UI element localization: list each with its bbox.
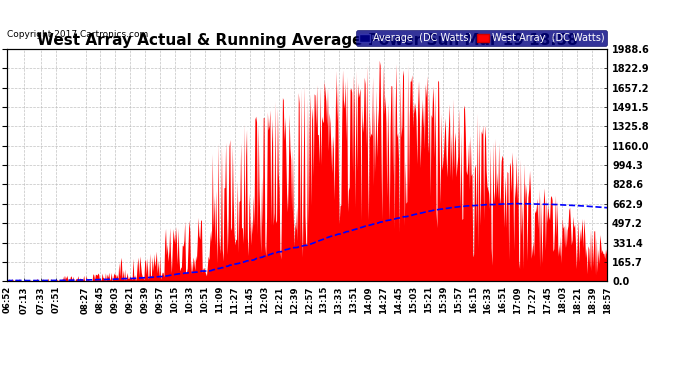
- Text: Copyright 2017 Cartronics.com: Copyright 2017 Cartronics.com: [7, 30, 148, 39]
- Title: West Array Actual & Running Average Power Sun Mar 19 18:58: West Array Actual & Running Average Powe…: [37, 33, 578, 48]
- Legend: Average  (DC Watts), West Array  (DC Watts): Average (DC Watts), West Array (DC Watts…: [355, 30, 607, 46]
